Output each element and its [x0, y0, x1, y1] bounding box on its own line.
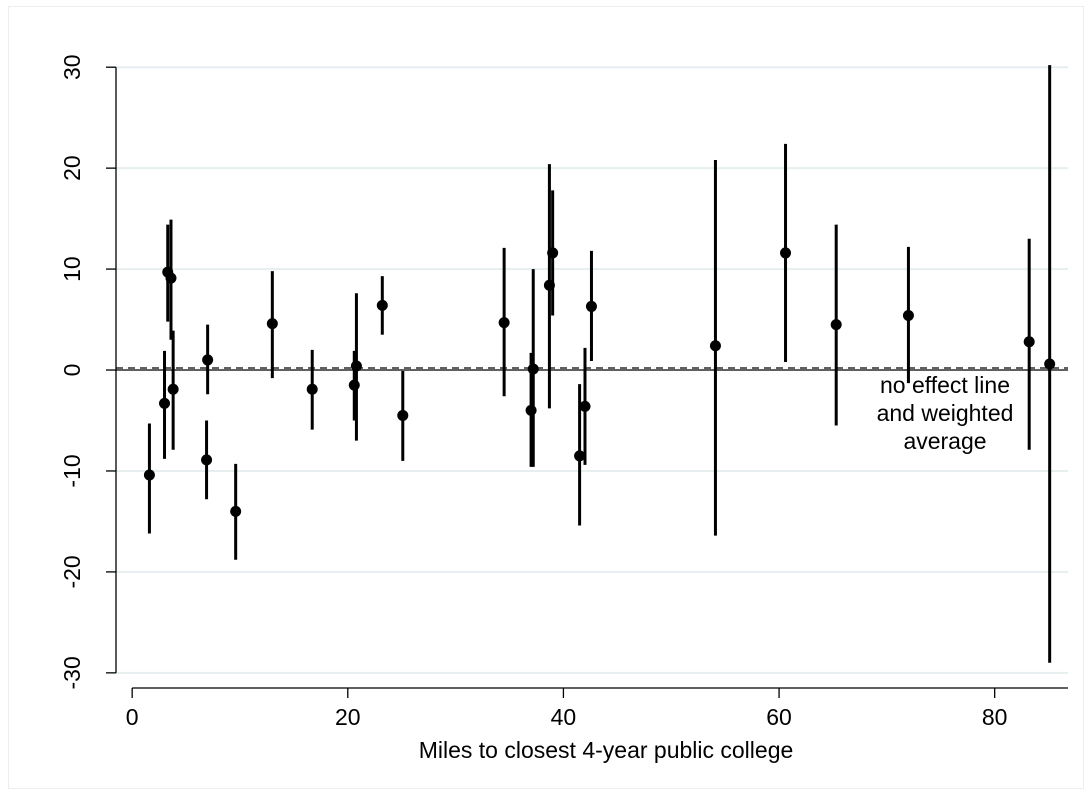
data-point [780, 247, 792, 259]
annotation-line-3: average [903, 428, 986, 454]
data-point [1023, 336, 1035, 348]
data-point [579, 400, 591, 412]
data-point [201, 454, 213, 466]
y-tick-label: 10 [59, 256, 85, 282]
data-point [397, 409, 409, 421]
data-points [143, 247, 1056, 517]
data-point [143, 469, 155, 481]
data-point [348, 379, 360, 391]
y-tick-label: -30 [59, 656, 85, 689]
data-point [585, 300, 597, 312]
data-point [1044, 358, 1056, 370]
plot-frame [8, 6, 1084, 789]
data-point [574, 450, 586, 462]
error-bars [147, 65, 1052, 663]
y-tick-label: -10 [59, 454, 85, 487]
data-point [350, 360, 362, 372]
x-tick-label: 0 [126, 704, 139, 730]
annotation-line-1: no effect line [880, 372, 1010, 398]
annotation-line-2: and weighted [877, 400, 1014, 426]
data-point [376, 299, 388, 311]
data-point [527, 363, 539, 375]
reference-lines [116, 367, 1068, 371]
data-point [230, 505, 242, 517]
data-point [830, 319, 842, 331]
x-tick-label: 80 [982, 704, 1008, 730]
data-point [543, 279, 555, 291]
axes: -30 -20 -10 0 10 20 30 0 20 40 60 80 [59, 54, 1068, 730]
data-point [525, 404, 537, 416]
data-point [202, 354, 214, 366]
y-tick-label: 20 [59, 155, 85, 181]
data-point [266, 318, 278, 330]
y-tick-label: -20 [59, 555, 85, 588]
data-point [306, 383, 318, 395]
data-point [159, 397, 171, 409]
x-tick-label: 20 [335, 704, 361, 730]
x-axis-title: Miles to closest 4-year public college [419, 737, 794, 763]
data-point [902, 310, 914, 322]
y-tick-label: 30 [59, 54, 85, 80]
data-point [165, 272, 177, 284]
data-point [498, 317, 510, 329]
data-point [709, 340, 721, 352]
x-tick-label: 60 [766, 704, 792, 730]
data-point [167, 383, 179, 395]
x-tick-label: 40 [551, 704, 577, 730]
y-tick-label: 0 [59, 364, 85, 377]
data-point [547, 247, 559, 259]
